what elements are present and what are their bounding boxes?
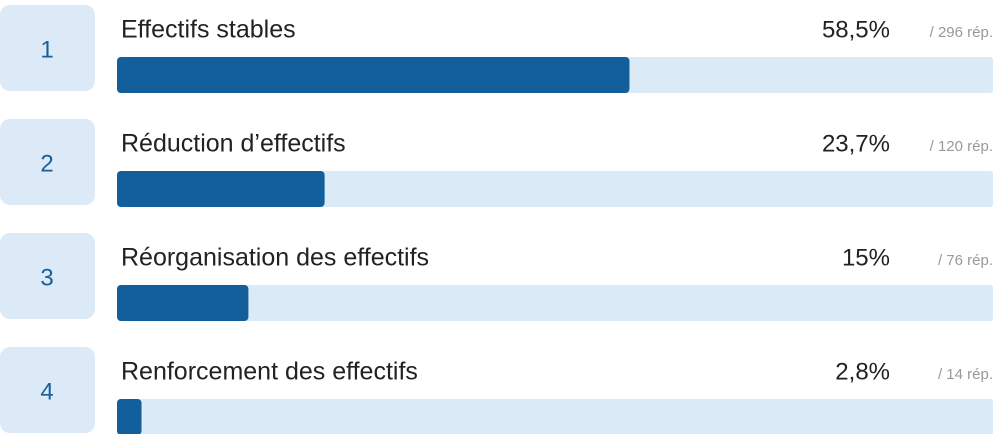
responses: / 296 rép. (930, 24, 993, 41)
category-label: Renforcement des effectifs (121, 358, 418, 386)
rank-box (0, 119, 95, 205)
value-label: 15% (842, 244, 890, 271)
bar (117, 171, 325, 207)
rank-box (0, 233, 95, 319)
bar-track (117, 171, 993, 207)
bar-track (117, 285, 993, 321)
bar (117, 285, 249, 321)
category-label: Réorganisation des effectifs (121, 244, 429, 272)
rank-box (0, 347, 95, 433)
bar (117, 399, 142, 434)
bar (117, 57, 630, 93)
value-label: 58,5% (822, 16, 890, 43)
responses: / 76 rép. (938, 252, 993, 269)
rank: 3 (40, 264, 53, 291)
category-label: Réduction d’effectifs (121, 130, 346, 158)
responses: / 120 rép. (930, 138, 993, 155)
bar-track (117, 399, 993, 434)
value-label: 2,8% (835, 358, 890, 385)
rank: 4 (40, 378, 53, 405)
rank: 1 (40, 36, 53, 63)
rank-box (0, 5, 95, 91)
value-label: 23,7% (822, 130, 890, 157)
rank: 2 (40, 150, 53, 177)
responses: / 14 rép. (938, 366, 993, 383)
category-label: Effectifs stables (121, 16, 296, 44)
